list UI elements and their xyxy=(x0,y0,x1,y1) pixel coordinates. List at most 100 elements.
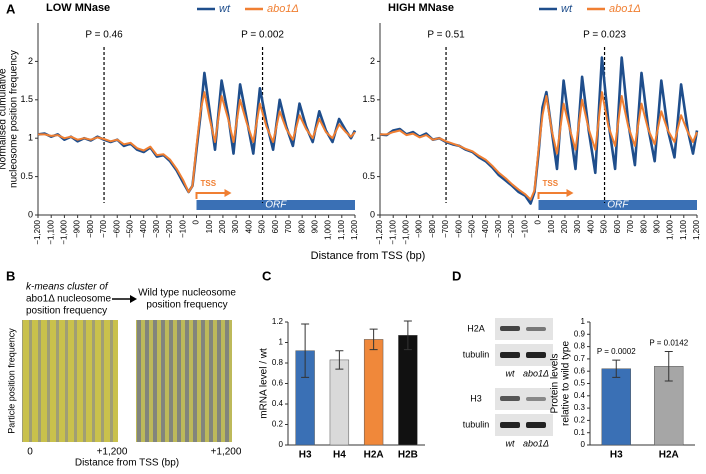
heatmap-title: Wild type nucleosome xyxy=(138,288,236,299)
x-tick-label: 500 xyxy=(258,219,267,233)
y-axis-label: relative to wild type xyxy=(561,341,572,426)
tss-arrow xyxy=(195,192,225,199)
band xyxy=(526,397,546,401)
x-tick-label: −1,100 xyxy=(46,219,55,244)
heatmap-x-start: 0 xyxy=(27,447,33,458)
x-tick-label: 1,200 xyxy=(692,219,701,240)
heatmap-title: position frequency xyxy=(26,306,107,317)
x-tick-label: 700 xyxy=(626,219,635,233)
orf-label: ORF xyxy=(607,200,629,211)
y-tick-label: 0.3 xyxy=(574,403,586,412)
x-tick-label: 1,000 xyxy=(324,219,333,240)
heatmap-x-label: Distance from TSS (bp) xyxy=(75,458,179,469)
p-value: P = 0.0002 xyxy=(597,347,636,356)
bar xyxy=(329,359,350,446)
bar xyxy=(398,335,418,446)
y-tick-label: 0.5 xyxy=(20,171,33,181)
series-line xyxy=(38,91,356,193)
tss-arrow xyxy=(537,192,567,199)
y-tick-label: 1 xyxy=(370,133,375,143)
error-bar xyxy=(612,359,621,378)
x-tick-label: H2A xyxy=(659,450,679,461)
y-tick-label: 1.2 xyxy=(272,317,284,326)
y-tick-label: 0.8 xyxy=(574,342,586,351)
tss-label: TSS xyxy=(201,179,217,188)
y-tick-label: 0.6 xyxy=(272,379,284,388)
x-tick-label: 1,200 xyxy=(350,219,359,240)
orf-bar xyxy=(196,200,355,210)
heatmap-title: abo1Δ nucleosome xyxy=(26,294,112,305)
x-tick-label: 200 xyxy=(560,219,569,233)
legend-label: wt xyxy=(219,3,231,15)
bar xyxy=(363,339,384,446)
y-tick-label: 1 xyxy=(28,133,33,143)
lane-label: wt xyxy=(506,438,515,448)
x-tick-label: −900 xyxy=(415,219,424,238)
legend-label: abo1Δ xyxy=(609,3,641,15)
x-axis-label: Distance from TSS (bp) xyxy=(311,250,426,262)
panel-label: B xyxy=(6,268,15,283)
y-tick-label: 1 xyxy=(279,338,284,347)
x-tick-label: 100 xyxy=(205,219,214,233)
x-tick-label: −500 xyxy=(468,219,477,238)
y-tick-label: 0.4 xyxy=(272,399,284,408)
y-axis-label: nucleosome position frequency xyxy=(9,50,20,188)
error-bar xyxy=(369,328,378,351)
chart-title: LOW MNase xyxy=(46,2,110,14)
band xyxy=(500,396,520,401)
band xyxy=(526,327,546,331)
x-tick-label: −200 xyxy=(165,219,174,238)
y-tick-label: 0.2 xyxy=(574,416,586,425)
legend-label: wt xyxy=(561,3,573,15)
y-tick-label: 0.5 xyxy=(362,171,375,181)
blot-label: H2A xyxy=(467,323,485,333)
x-tick-label: −1,200 xyxy=(375,219,384,244)
y-tick-label: 0.1 xyxy=(574,428,586,437)
x-tick-label: 300 xyxy=(573,219,582,233)
blot-strip xyxy=(495,414,553,436)
x-tick-label: H2B xyxy=(398,450,418,461)
x-tick-label: 0 xyxy=(192,219,201,224)
x-tick-label: −600 xyxy=(454,219,463,238)
heatmap-title: k-means cluster of xyxy=(26,282,109,293)
error-bar xyxy=(301,323,310,378)
y-tick-label: 0.2 xyxy=(272,420,284,429)
x-tick-label: −1,000 xyxy=(60,219,69,244)
error-bar xyxy=(403,320,412,351)
series-line xyxy=(380,91,698,201)
chart-title: HIGH MNase xyxy=(388,2,454,14)
y-axis-label: Normalised cumulative xyxy=(0,68,9,170)
heatmap-title: position frequency xyxy=(146,300,227,311)
lane-label: abo1Δ xyxy=(523,368,549,378)
x-tick-label: 100 xyxy=(547,219,556,233)
x-tick-label: 900 xyxy=(310,219,319,233)
x-tick-label: −100 xyxy=(178,219,187,238)
heatmap-x-end: +1,200 xyxy=(97,447,128,458)
x-tick-label: 800 xyxy=(297,219,306,233)
p-value: P = 0.46 xyxy=(85,30,123,41)
x-tick-label: −700 xyxy=(441,219,450,238)
y-tick-label: 0.5 xyxy=(574,379,586,388)
lane-label: wt xyxy=(506,368,515,378)
x-tick-label: −700 xyxy=(99,219,108,238)
y-tick-label: 0.8 xyxy=(272,358,284,367)
tss-label: TSS xyxy=(543,179,559,188)
heatmap-panel: k-means cluster of abo1Δ nucleosome posi… xyxy=(6,282,241,469)
y-tick-label: 0.7 xyxy=(574,354,586,363)
x-tick-label: −1,100 xyxy=(388,219,397,244)
band xyxy=(500,326,520,331)
blot-strip xyxy=(495,318,553,340)
blot-panel: H2A tubulin wt abo1Δ H3 tubulin wt abo1Δ xyxy=(463,318,553,448)
x-tick-label: −300 xyxy=(494,219,503,238)
heatmap-image xyxy=(136,320,232,442)
x-tick-label: −800 xyxy=(86,219,95,238)
x-tick-label: −1,000 xyxy=(402,219,411,244)
p-value: P = 0.023 xyxy=(583,30,626,41)
x-tick-label: −900 xyxy=(73,219,82,238)
x-tick-label: 1,100 xyxy=(679,219,688,240)
y-tick-label: 1.5 xyxy=(20,94,33,104)
x-tick-label: −500 xyxy=(126,219,135,238)
x-tick-label: −200 xyxy=(507,219,516,238)
blot-label: tubulin xyxy=(463,349,490,359)
p-value: P = 0.0142 xyxy=(649,339,688,348)
